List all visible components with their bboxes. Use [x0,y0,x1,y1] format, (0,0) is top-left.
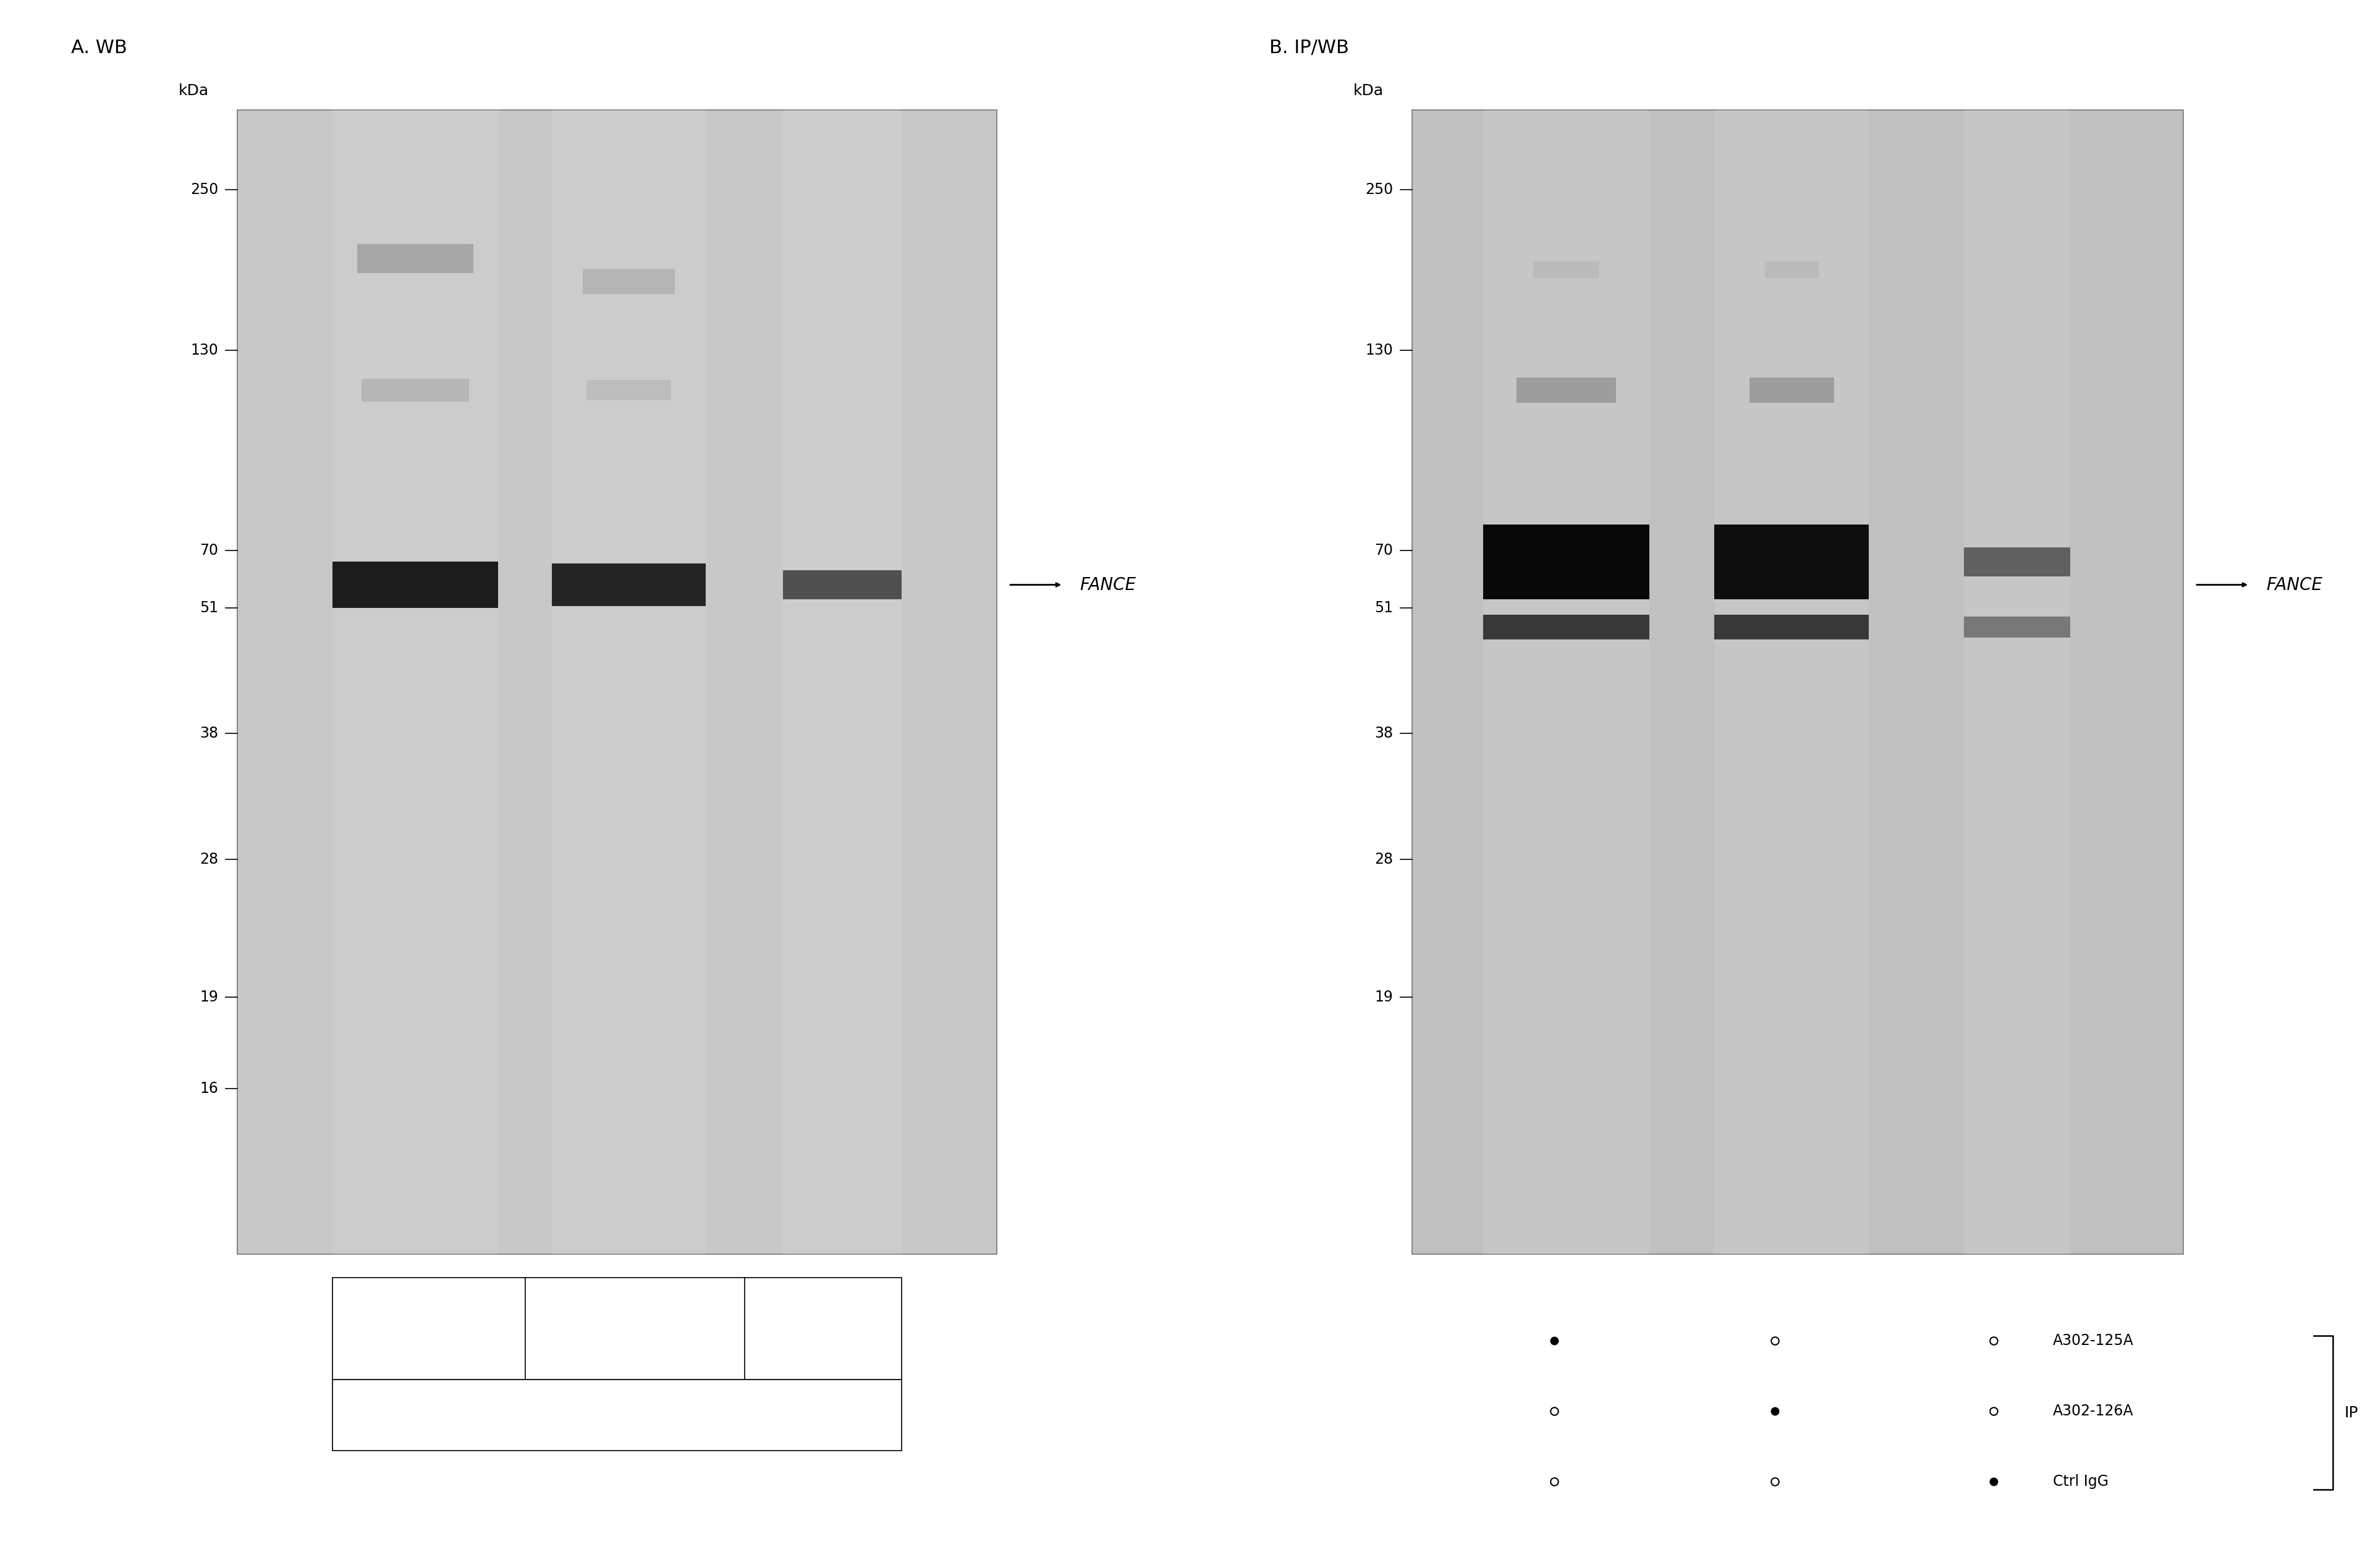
Text: FANCE: FANCE [1080,575,1137,593]
Bar [332,1278,902,1380]
Bar [237,110,997,1254]
Bar [1533,262,1599,279]
Text: HeLa: HeLa [598,1408,636,1422]
Bar [1713,525,1870,599]
Text: 28: 28 [199,851,218,867]
Text: 38: 38 [199,726,218,742]
Text: A302-126A: A302-126A [2053,1403,2133,1419]
Text: 50: 50 [406,1322,425,1336]
Text: 15: 15 [619,1322,638,1336]
Bar [332,110,498,1254]
Bar [332,561,498,608]
Text: IP: IP [2345,1405,2359,1421]
Text: A302-125A: A302-125A [2053,1333,2133,1348]
Bar [783,110,902,1254]
Text: kDa: kDa [1353,83,1383,99]
Bar [1516,378,1616,403]
Text: 250: 250 [190,182,218,198]
Bar [361,379,470,401]
Text: 250: 250 [1364,182,1393,198]
Bar [332,1380,902,1450]
Text: B. IP/WB: B. IP/WB [1270,39,1350,56]
Text: 130: 130 [190,343,218,358]
Text: kDa: kDa [178,83,209,99]
Bar [1483,525,1649,599]
Bar [1965,547,2069,575]
Text: 38: 38 [1374,726,1393,742]
Bar [584,268,676,295]
Text: FANCE: FANCE [2266,575,2323,593]
Text: Ctrl IgG: Ctrl IgG [2053,1474,2107,1490]
Text: 51: 51 [199,601,218,615]
Text: 5: 5 [838,1322,847,1336]
Text: A. WB: A. WB [71,39,128,56]
Bar [1749,378,1834,403]
Bar [1766,262,1818,279]
Text: 130: 130 [1364,343,1393,358]
Text: 70: 70 [1374,543,1393,558]
Bar [586,379,672,400]
Bar [1713,615,1870,640]
Text: 19: 19 [1374,989,1393,1004]
Bar [1713,110,1870,1254]
Bar [551,563,707,605]
Bar [356,245,475,273]
Bar [1965,616,2069,638]
Text: 19: 19 [199,989,218,1004]
Text: 16: 16 [199,1080,218,1096]
Bar [1412,110,2183,1254]
Text: 51: 51 [1374,601,1393,615]
Text: 70: 70 [199,543,218,558]
Text: 28: 28 [1374,851,1393,867]
Bar [1483,110,1649,1254]
Bar [1483,615,1649,640]
Bar [1965,110,2069,1254]
Bar [551,110,707,1254]
Bar [783,571,902,599]
